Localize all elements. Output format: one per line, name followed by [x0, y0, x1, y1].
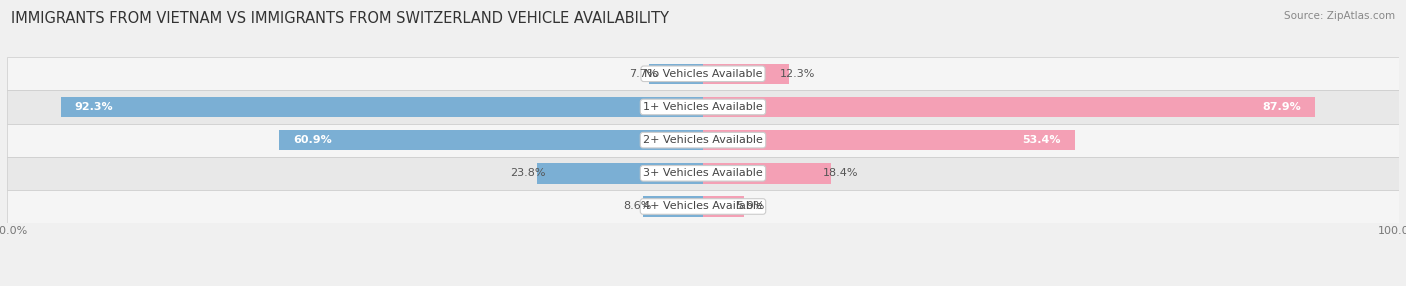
Bar — [703, 63, 789, 84]
Text: 60.9%: 60.9% — [292, 135, 332, 145]
Bar — [537, 163, 703, 184]
Bar — [643, 196, 703, 217]
Text: 1+ Vehicles Available: 1+ Vehicles Available — [643, 102, 763, 112]
Text: 2+ Vehicles Available: 2+ Vehicles Available — [643, 135, 763, 145]
Bar — [703, 130, 1074, 150]
Bar — [7, 90, 1399, 124]
Text: No Vehicles Available: No Vehicles Available — [644, 69, 762, 79]
Bar — [703, 196, 744, 217]
Bar — [7, 157, 1399, 190]
Text: IMMIGRANTS FROM VIETNAM VS IMMIGRANTS FROM SWITZERLAND VEHICLE AVAILABILITY: IMMIGRANTS FROM VIETNAM VS IMMIGRANTS FR… — [11, 11, 669, 26]
Text: 8.6%: 8.6% — [623, 202, 651, 211]
Legend: Immigrants from Vietnam, Immigrants from Switzerland: Immigrants from Vietnam, Immigrants from… — [506, 281, 900, 286]
Bar — [650, 63, 703, 84]
Text: 3+ Vehicles Available: 3+ Vehicles Available — [643, 168, 763, 178]
Text: 87.9%: 87.9% — [1263, 102, 1301, 112]
Bar — [7, 57, 1399, 90]
Text: 12.3%: 12.3% — [780, 69, 815, 79]
Bar — [703, 97, 1315, 117]
Text: 4+ Vehicles Available: 4+ Vehicles Available — [643, 202, 763, 211]
Text: Source: ZipAtlas.com: Source: ZipAtlas.com — [1284, 11, 1395, 21]
Bar — [7, 190, 1399, 223]
Bar — [60, 97, 703, 117]
Bar — [7, 124, 1399, 157]
Text: 92.3%: 92.3% — [75, 102, 112, 112]
Text: 5.9%: 5.9% — [735, 202, 763, 211]
Bar — [703, 163, 831, 184]
Text: 18.4%: 18.4% — [823, 168, 858, 178]
Bar — [280, 130, 703, 150]
Text: 7.7%: 7.7% — [630, 69, 658, 79]
Text: 53.4%: 53.4% — [1022, 135, 1060, 145]
Text: 23.8%: 23.8% — [510, 168, 546, 178]
